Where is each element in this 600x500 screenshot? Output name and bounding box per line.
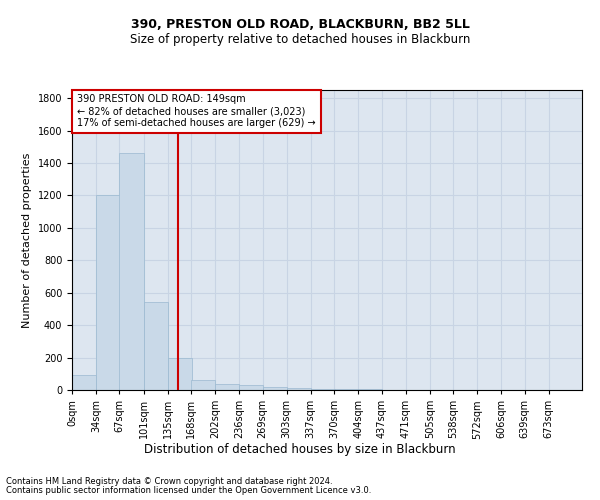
Bar xyxy=(334,389,358,390)
Bar xyxy=(358,389,382,390)
Bar xyxy=(96,196,120,390)
Text: 390 PRESTON OLD ROAD: 149sqm
← 82% of detached houses are smaller (3,023)
17% of: 390 PRESTON OLD ROAD: 149sqm ← 82% of de… xyxy=(77,94,316,128)
Bar xyxy=(191,380,215,390)
Bar xyxy=(311,388,335,390)
Bar xyxy=(239,385,263,390)
Bar xyxy=(167,358,192,390)
Bar xyxy=(143,302,167,390)
Text: Size of property relative to detached houses in Blackburn: Size of property relative to detached ho… xyxy=(130,32,470,46)
Bar xyxy=(119,153,143,390)
Text: 390, PRESTON OLD ROAD, BLACKBURN, BB2 5LL: 390, PRESTON OLD ROAD, BLACKBURN, BB2 5L… xyxy=(131,18,469,30)
Text: Contains public sector information licensed under the Open Government Licence v3: Contains public sector information licen… xyxy=(6,486,371,495)
Bar xyxy=(72,376,96,390)
Bar xyxy=(287,388,311,390)
Y-axis label: Number of detached properties: Number of detached properties xyxy=(22,152,32,328)
Text: Contains HM Land Registry data © Crown copyright and database right 2024.: Contains HM Land Registry data © Crown c… xyxy=(6,478,332,486)
Bar xyxy=(263,387,287,390)
Bar xyxy=(215,384,239,390)
Text: Distribution of detached houses by size in Blackburn: Distribution of detached houses by size … xyxy=(144,442,456,456)
